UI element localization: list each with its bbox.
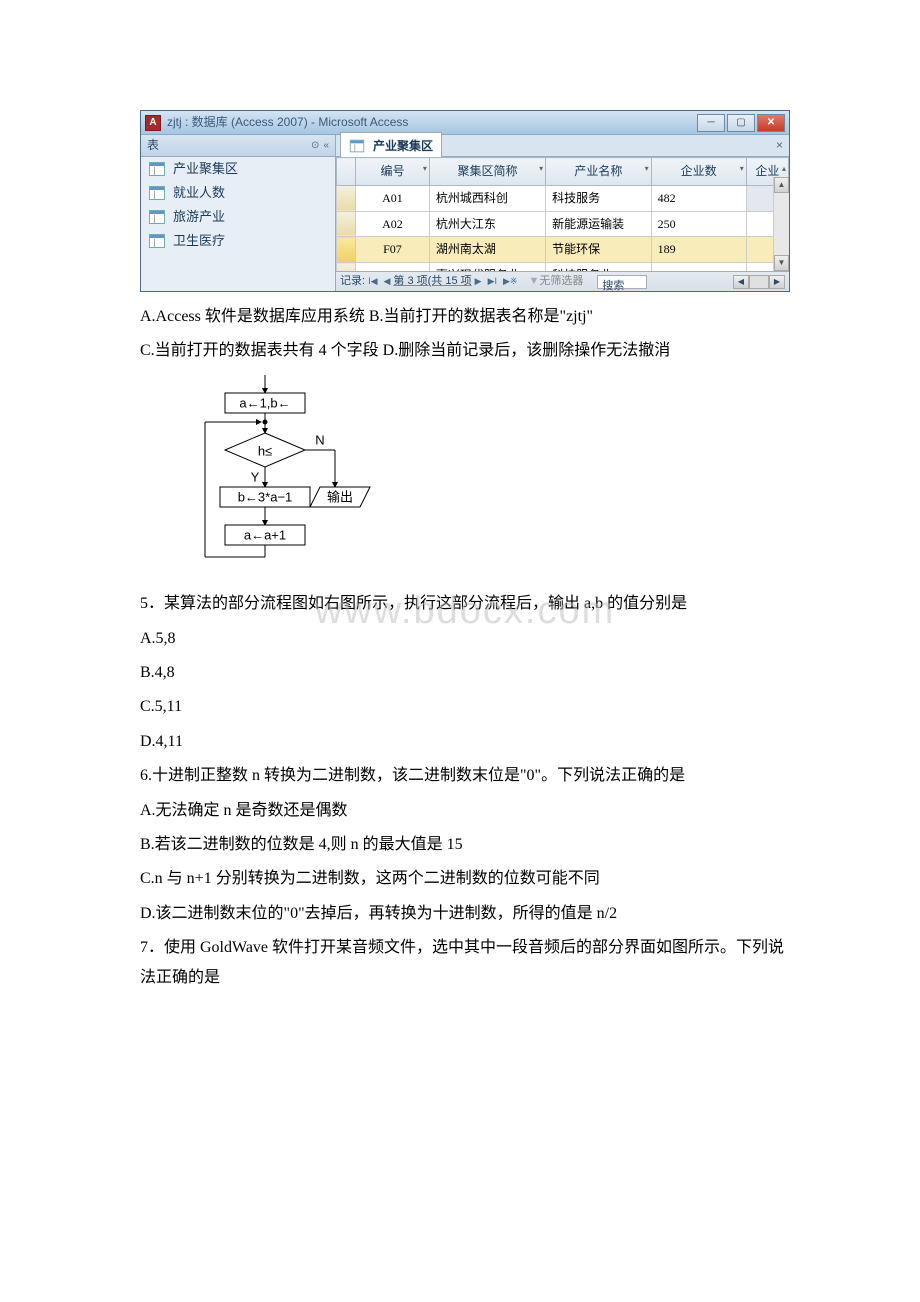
q4-option-line1: A.Access 软件是数据库应用系统 B.当前打开的数据表名称是"zjtj"	[140, 302, 790, 332]
q5-stem: 5．某算法的部分流程图如右图所示，执行这部分流程后，输出 a,b 的值分别是	[140, 589, 790, 619]
cell[interactable]: 230	[651, 263, 746, 271]
fc-y-label: Y	[251, 469, 260, 484]
table-row[interactable]: E06 嘉兴现代服务业 科技服务业 230	[337, 263, 789, 271]
nav-item-table[interactable]: 卫生医疗	[141, 229, 335, 253]
nav-last-button[interactable]: ▶I	[485, 273, 500, 290]
fc-output: 输出	[327, 489, 353, 504]
q7-stem: 7．使用 GoldWave 软件打开某音频文件，选中其中一段音频后的部分界面如图…	[140, 933, 790, 994]
fc-inc: a←a+1	[244, 527, 286, 542]
column-header[interactable]: 企业数▾	[651, 158, 746, 186]
record-label: 记录:	[340, 271, 365, 292]
nav-next-button[interactable]: ▶	[472, 273, 485, 290]
table-icon	[149, 186, 165, 200]
cell[interactable]: 节能环保	[546, 237, 652, 263]
table-row[interactable]: A02 杭州大江东 新能源运输装 250	[337, 211, 789, 237]
table-icon	[350, 140, 364, 153]
scroll-down-button[interactable]: ▼	[774, 255, 789, 271]
nav-label: 卫生医疗	[173, 229, 225, 254]
nav-item-table[interactable]: 就业人数	[141, 181, 335, 205]
minimize-button[interactable]: ─	[697, 114, 725, 132]
nav-collapse-icon[interactable]: «	[323, 136, 329, 155]
cell[interactable]: 新能源运输装	[546, 211, 652, 237]
q6-option-d: D.该二进制数末位的"0"去掉后，再转换为十进制数，所得的值是 n/2	[140, 899, 790, 929]
table-row-current[interactable]: F07 湖州南太湖 节能环保 189	[337, 237, 789, 263]
titlebar: A zjtj : 数据库 (Access 2007) - Microsoft A…	[141, 111, 789, 135]
filter-icon: ▼	[528, 271, 539, 292]
window-title: zjtj : 数据库 (Access 2007) - Microsoft Acc…	[167, 111, 408, 134]
cell[interactable]: 482	[651, 185, 746, 211]
flowchart-figure: a←1,b← h≤ N 输出 Y b←3*a−1 a←a+1	[195, 375, 790, 581]
cell[interactable]: 杭州城西科创	[429, 185, 545, 211]
cell[interactable]: 科技服务业	[546, 263, 652, 271]
cell[interactable]: 250	[651, 211, 746, 237]
q5-option-a: A.5,8	[140, 624, 790, 654]
scroll-up-button[interactable]: ▲	[774, 177, 789, 193]
nav-label: 就业人数	[173, 181, 225, 206]
scroll-track[interactable]	[749, 275, 769, 289]
maximize-button[interactable]: ▢	[727, 114, 755, 132]
record-navigator: 记录: I◀ ◀ 第 3 项(共 15 项 ▶ ▶I ▶※ ▼ 无筛选器 搜索 …	[336, 271, 789, 291]
table-icon	[149, 234, 165, 248]
q5-option-b: B.4,8	[140, 658, 790, 688]
cell[interactable]: F07	[356, 237, 430, 263]
datasheet-area: 产业聚集区 × 编号▾ 聚集区简称▾ 产业名称▾ 企业数▾ 企业▴	[336, 135, 789, 291]
row-selector[interactable]	[337, 185, 356, 211]
nav-item-table[interactable]: 产业聚集区	[141, 157, 335, 181]
fc-n-label: N	[315, 432, 324, 447]
tab-label: 产业聚集区	[373, 135, 433, 158]
nav-label: 产业聚集区	[173, 157, 238, 182]
cell[interactable]: 湖州南太湖	[429, 237, 545, 263]
column-header[interactable]: 产业名称▾	[546, 158, 652, 186]
tab-bar: 产业聚集区 ×	[336, 135, 789, 157]
q6-stem: 6.十进制正整数 n 转换为二进制数，该二进制数末位是"0"。下列说法正确的是	[140, 761, 790, 791]
access-app-icon: A	[145, 115, 161, 131]
table-row[interactable]: A01 杭州城西科创 科技服务 482	[337, 185, 789, 211]
nav-header[interactable]: 表 ⊙ «	[141, 135, 335, 157]
vertical-scrollbar[interactable]: ▲ ▼	[773, 177, 789, 271]
cell[interactable]: E06	[356, 263, 430, 271]
fc-cond: h≤	[258, 443, 272, 458]
nav-item-table[interactable]: 旅游产业	[141, 205, 335, 229]
scroll-right-button[interactable]: ▶	[769, 275, 785, 289]
q4-option-line2: C.当前打开的数据表共有 4 个字段 D.删除当前记录后，该删除操作无法撤消	[140, 336, 790, 366]
q5-option-d: D.4,11	[140, 727, 790, 757]
cell[interactable]: 189	[651, 237, 746, 263]
fc-assign: b←3*a−1	[238, 489, 293, 504]
q6-option-c: C.n 与 n+1 分别转换为二进制数，这两个二进制数的位数可能不同	[140, 864, 790, 894]
nav-header-label: 表	[147, 134, 159, 157]
navigation-pane: 表 ⊙ « 产业聚集区 就业人数 旅游产业	[141, 135, 336, 291]
fc-init: a←1,b←	[239, 395, 290, 410]
row-selector-current[interactable]	[337, 237, 356, 263]
row-selector-header[interactable]	[337, 158, 356, 186]
cell[interactable]: 嘉兴现代服务业	[429, 263, 545, 271]
cell[interactable]: 杭州大江东	[429, 211, 545, 237]
record-position: 第 3 项(共 15 项	[393, 271, 471, 292]
cell[interactable]: 科技服务	[546, 185, 652, 211]
table-icon	[149, 210, 165, 224]
data-grid[interactable]: 编号▾ 聚集区简称▾ 产业名称▾ 企业数▾ 企业▴ A01 杭州城西科创 科技服…	[336, 157, 789, 271]
cell[interactable]: A02	[356, 211, 430, 237]
row-selector[interactable]	[337, 263, 356, 271]
active-tab[interactable]: 产业聚集区	[340, 132, 442, 160]
row-selector[interactable]	[337, 211, 356, 237]
nav-first-button[interactable]: I◀	[365, 273, 380, 290]
access-window: A zjtj : 数据库 (Access 2007) - Microsoft A…	[140, 110, 790, 292]
tab-close-icon[interactable]: ×	[770, 134, 789, 157]
column-header[interactable]: 编号▾	[356, 158, 430, 186]
nav-new-button[interactable]: ▶※	[500, 273, 520, 290]
q6-option-a: A.无法确定 n 是奇数还是偶数	[140, 796, 790, 826]
q5-option-c: C.5,11	[140, 692, 790, 722]
close-button[interactable]: ✕	[757, 114, 785, 132]
horizontal-scrollbar[interactable]: ◀ ▶	[733, 275, 785, 289]
nav-label: 旅游产业	[173, 205, 225, 230]
nav-prev-button[interactable]: ◀	[380, 273, 393, 290]
cell[interactable]: A01	[356, 185, 430, 211]
scroll-left-button[interactable]: ◀	[733, 275, 749, 289]
nav-dropdown-icon[interactable]: ⊙	[311, 136, 319, 155]
table-icon	[149, 162, 165, 176]
search-input[interactable]: 搜索	[597, 275, 647, 289]
no-filter-label: 无筛选器	[539, 271, 583, 292]
q6-option-b: B.若该二进制数的位数是 4,则 n 的最大值是 15	[140, 830, 790, 860]
column-header[interactable]: 聚集区简称▾	[429, 158, 545, 186]
